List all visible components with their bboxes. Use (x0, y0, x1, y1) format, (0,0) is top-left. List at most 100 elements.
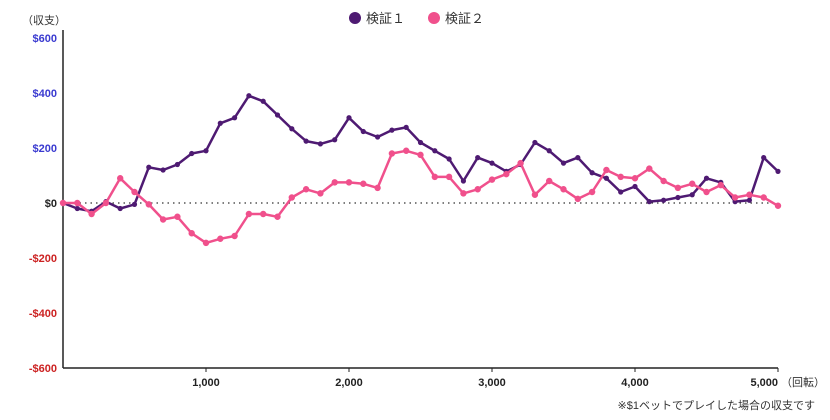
data-point (445, 173, 453, 181)
y-axis-ticks: $600 $400 $200 $0 -$200 -$400 -$600 (29, 33, 57, 375)
legend: 検証１ 検証２ (349, 11, 484, 26)
data-point (331, 179, 338, 186)
data-point (775, 168, 781, 174)
data-point (631, 175, 639, 182)
data-point (603, 175, 610, 181)
data-point (617, 173, 624, 181)
x-axis-ticks: 1,000 2,000 3,000 4,000 5,000 (192, 368, 779, 389)
data-point (589, 170, 595, 176)
data-point (760, 194, 767, 201)
data-point (531, 191, 539, 198)
data-point (475, 155, 481, 161)
data-point (388, 150, 396, 157)
data-point (574, 195, 581, 203)
data-point (88, 210, 95, 218)
y-tick-label: $600 (33, 33, 57, 45)
data-point (389, 127, 395, 133)
data-point (417, 139, 424, 146)
data-point (345, 179, 353, 186)
y-tick-label: $400 (33, 88, 57, 100)
data-point (360, 128, 366, 135)
series-line (63, 149, 779, 245)
data-point (217, 120, 223, 126)
data-point (460, 190, 467, 197)
data-point (588, 188, 596, 196)
data-point (675, 194, 681, 201)
legend-label: 検証１ (366, 11, 405, 26)
data-point (131, 188, 138, 196)
footnote: ※$1ベットでプレイした場合の収支です (618, 398, 815, 412)
data-point (159, 216, 167, 223)
data-point (661, 197, 667, 203)
data-point (74, 199, 81, 207)
data-point (260, 98, 266, 104)
data-point (474, 186, 481, 193)
data-point (232, 115, 238, 121)
data-point (717, 181, 724, 189)
data-point (703, 188, 710, 196)
x-tick-label: 3,000 (478, 377, 506, 389)
data-point (646, 165, 653, 172)
data-point (503, 170, 510, 178)
data-point (660, 177, 667, 185)
data-point (618, 189, 624, 195)
data-point (202, 239, 210, 247)
y-tick-label: -$200 (29, 253, 57, 265)
data-point (632, 183, 638, 190)
data-point (174, 161, 180, 168)
data-point (546, 177, 553, 185)
data-point (532, 139, 538, 146)
data-point (489, 160, 495, 166)
data-point (689, 192, 695, 198)
y-axis-label: （収支） (22, 14, 66, 27)
legend-marker (349, 12, 361, 24)
data-point (432, 148, 438, 154)
data-point (317, 141, 323, 147)
data-point (174, 213, 181, 220)
data-point (560, 186, 567, 193)
data-point (560, 160, 567, 166)
data-point (289, 126, 295, 132)
data-point (603, 166, 610, 174)
data-point (360, 180, 367, 187)
data-point (145, 201, 152, 208)
data-point (203, 148, 209, 154)
data-point (59, 199, 67, 207)
data-point (302, 186, 310, 193)
data-point (703, 175, 710, 181)
data-point (375, 134, 381, 140)
data-point (332, 137, 338, 143)
data-point (575, 155, 581, 161)
data-point (260, 210, 267, 218)
data-point (246, 93, 252, 99)
data-point (317, 190, 324, 197)
data-point (274, 112, 281, 118)
data-point (646, 199, 652, 205)
data-point (146, 164, 152, 170)
data-point (403, 124, 409, 130)
data-point (546, 148, 552, 154)
y-tick-label: -$600 (29, 363, 57, 375)
data-point (403, 147, 410, 154)
data-point (274, 213, 281, 220)
x-axis-label: （回転） (781, 376, 825, 389)
y-tick-label: $0 (45, 198, 57, 210)
data-point (674, 184, 682, 192)
data-point (188, 230, 195, 237)
data-point (160, 167, 166, 173)
x-tick-label: 4,000 (621, 377, 649, 389)
series-group (59, 93, 782, 247)
data-point (517, 159, 524, 167)
data-point (431, 173, 438, 181)
data-point (689, 180, 696, 187)
series-2 (59, 147, 782, 247)
data-point (374, 184, 381, 192)
data-point (117, 205, 123, 212)
data-point (346, 115, 352, 121)
data-point (74, 205, 80, 212)
data-point (288, 194, 295, 201)
data-point (746, 197, 753, 203)
legend-label: 検証２ (445, 11, 484, 26)
data-point (761, 155, 767, 161)
data-point (131, 201, 138, 207)
